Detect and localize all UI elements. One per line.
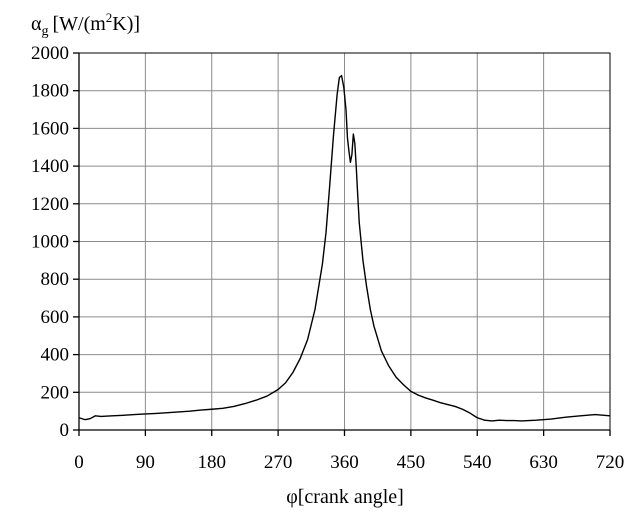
x-axis-title: φ[crank angle]: [286, 486, 404, 508]
y-tick-label: 400: [41, 345, 70, 366]
x-tick-label: 90: [136, 452, 155, 473]
x-tick-label: 270: [264, 452, 293, 473]
x-tick-label: 180: [198, 452, 227, 473]
y-axis-unit-sup: 2: [106, 10, 113, 25]
series-line: [78, 74, 611, 422]
y-axis-title: αg [W/(m2K)]: [31, 10, 140, 39]
y-tick-label: 600: [41, 307, 70, 328]
y-tick-label: 1000: [31, 232, 69, 253]
x-tick-label: 630: [529, 452, 558, 473]
y-axis-subscript: g: [41, 24, 48, 39]
x-tick-label: 720: [596, 452, 625, 473]
y-tick-label: 1200: [31, 194, 69, 215]
x-tick-label: 540: [463, 452, 492, 473]
grid: [78, 52, 611, 431]
y-tick-label: 1800: [31, 81, 69, 102]
y-tick-label: 800: [41, 269, 70, 290]
y-axis-symbol: α: [31, 13, 42, 35]
y-axis-unit-suffix: K)]: [112, 13, 140, 35]
x-tick-label: 0: [74, 452, 84, 473]
x-tick-label: 360: [330, 452, 359, 473]
y-axis-unit-prefix: [W/(m: [52, 13, 106, 35]
y-tick-label: 2000: [31, 43, 69, 64]
y-tick-label: 200: [41, 382, 70, 403]
x-tick-label: 450: [397, 452, 426, 473]
series-group: [78, 74, 611, 422]
y-tick-label: 0: [60, 420, 70, 441]
y-tick-label: 1600: [31, 118, 69, 139]
y-tick-label: 1400: [31, 156, 69, 177]
ticks: 0 200 400 600 800 1000 1200 1400 1600 1800 2000 0 90…: [31, 43, 624, 473]
